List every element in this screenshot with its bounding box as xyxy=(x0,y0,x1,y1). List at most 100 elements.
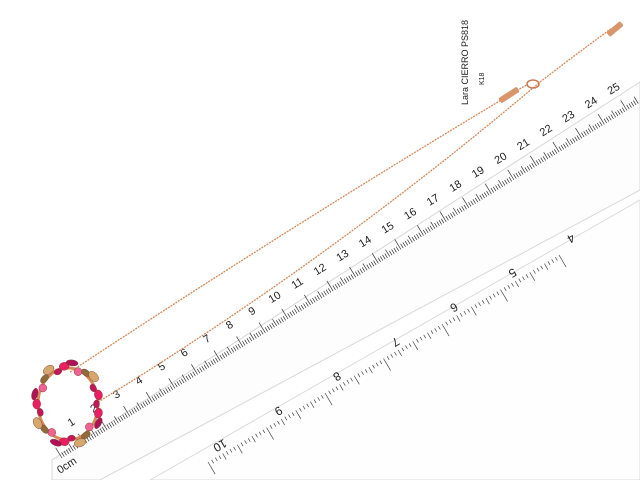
cm-tick xyxy=(603,118,607,124)
cm-tick xyxy=(543,152,549,160)
inch-tick xyxy=(383,358,391,371)
inch-tick xyxy=(419,336,423,341)
cm-tick xyxy=(178,379,183,385)
cm-tick xyxy=(626,104,630,110)
cm-tick xyxy=(144,400,149,406)
cm-tick xyxy=(355,271,359,277)
cm-tick xyxy=(210,360,214,366)
cm-tick xyxy=(617,110,621,115)
inch-tick xyxy=(233,446,236,451)
cm-tick xyxy=(610,114,614,120)
inch-tick xyxy=(430,330,434,335)
cm-tick xyxy=(393,247,397,253)
cm-tick xyxy=(108,422,113,428)
inch-tick xyxy=(394,351,397,356)
inch-tick xyxy=(335,386,339,391)
inch-tick xyxy=(518,278,522,283)
inch-tick xyxy=(207,461,216,475)
cm-tick xyxy=(135,406,140,411)
cm-tick xyxy=(298,306,302,311)
cm-tick xyxy=(630,101,635,107)
cm-tick xyxy=(411,236,415,242)
gem xyxy=(32,398,41,410)
cm-tick xyxy=(219,354,223,360)
cm-tick xyxy=(122,414,126,420)
cm-number: 5 xyxy=(156,360,168,373)
cm-tick xyxy=(370,261,375,267)
inch-tick xyxy=(244,440,247,445)
inch-tick xyxy=(547,261,551,266)
gem xyxy=(65,359,79,367)
inch-tick xyxy=(445,321,448,326)
cm-tick xyxy=(204,360,210,368)
cm-tick xyxy=(136,402,142,410)
cm-tick xyxy=(366,264,370,270)
cm-tick xyxy=(474,197,479,203)
cm-tick xyxy=(253,334,257,339)
cm-tick xyxy=(371,252,379,264)
gem xyxy=(49,438,62,447)
cm-number: 12 xyxy=(312,262,329,279)
cm-tick xyxy=(224,352,228,357)
inch-tick xyxy=(449,319,452,324)
inch-tick xyxy=(467,308,470,313)
cm-tick xyxy=(255,332,259,338)
cm-tick xyxy=(526,165,531,171)
cm-tick xyxy=(196,368,201,374)
inch-tick xyxy=(456,315,461,322)
cm-tick xyxy=(203,364,207,370)
cm-tick xyxy=(535,160,540,165)
cm-tick xyxy=(484,183,492,195)
cm-tick xyxy=(479,195,483,200)
cm-tick xyxy=(507,169,515,181)
cm-tick xyxy=(102,427,106,432)
cm-tick xyxy=(470,200,474,206)
inch-tick xyxy=(555,256,558,261)
cm-tick xyxy=(242,340,246,346)
cm-tick xyxy=(349,266,357,278)
cm-tick xyxy=(404,240,409,246)
cm-tick xyxy=(55,447,63,459)
inch-tick xyxy=(361,371,364,376)
inch-tick xyxy=(470,306,477,316)
cm-tick xyxy=(208,361,212,367)
cm-tick xyxy=(192,371,196,377)
inch-ruler-ticks xyxy=(207,254,567,475)
gem xyxy=(53,368,62,376)
cm-tick xyxy=(111,421,115,427)
cm-tick xyxy=(63,450,67,456)
cm-tick xyxy=(212,359,216,364)
inch-tick xyxy=(357,373,361,378)
cm-tick xyxy=(334,283,339,289)
cm-tick xyxy=(439,211,447,222)
inch-tick xyxy=(240,442,244,447)
cm-tick xyxy=(551,150,555,156)
gem xyxy=(40,374,49,384)
inch-tick xyxy=(255,433,258,438)
cm-tick xyxy=(517,171,522,177)
cm-tick xyxy=(361,267,366,272)
cm-tick xyxy=(531,163,535,168)
pendant xyxy=(31,359,103,448)
inch-tick xyxy=(258,431,262,436)
inch-tick xyxy=(544,263,549,270)
cm-tick xyxy=(213,350,221,361)
cm-tick xyxy=(350,274,354,279)
inch-tick xyxy=(408,343,412,348)
inch-tick xyxy=(474,304,478,309)
cm-tick xyxy=(560,144,565,150)
cm-tick xyxy=(226,350,230,356)
inch-tick xyxy=(342,382,346,386)
cm-tick xyxy=(113,420,117,425)
inch-tick xyxy=(288,414,291,419)
cm-tick xyxy=(427,226,431,232)
cm-tick xyxy=(520,166,526,174)
cm-tick xyxy=(328,288,332,293)
cm-tick xyxy=(156,393,160,399)
cm-tick xyxy=(438,220,442,225)
inch-tick xyxy=(375,362,379,367)
cm-number: 24 xyxy=(583,95,600,112)
cm-number: 11 xyxy=(290,276,306,292)
cm-tick xyxy=(452,211,456,217)
